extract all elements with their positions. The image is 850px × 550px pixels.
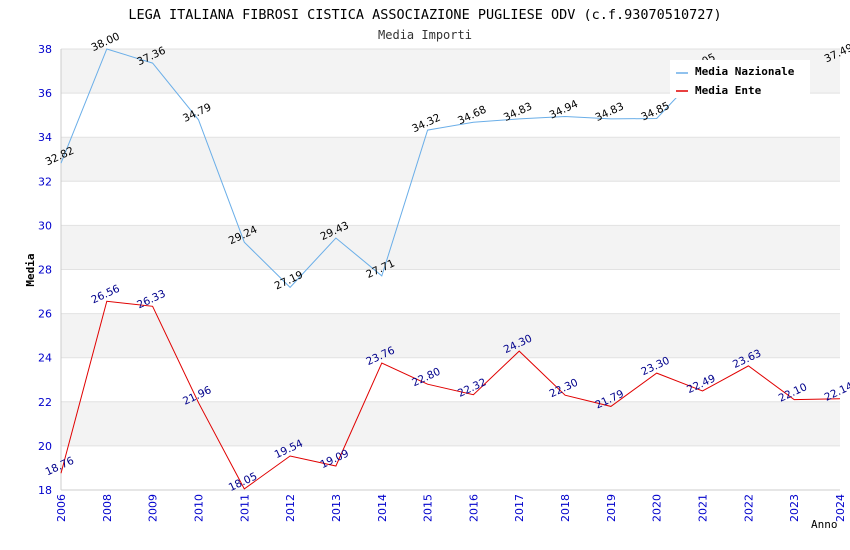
plot-band bbox=[61, 313, 840, 358]
chart-subtitle: Media Importi bbox=[378, 28, 472, 42]
plot-band bbox=[61, 137, 840, 182]
x-tick-label: 2022 bbox=[742, 494, 755, 522]
x-tick-label: 2009 bbox=[147, 494, 160, 522]
legend-label-nazionale: Media Nazionale bbox=[695, 65, 795, 78]
x-tick-label: 2008 bbox=[101, 494, 114, 522]
y-tick-label: 30 bbox=[38, 219, 52, 232]
axes bbox=[60, 49, 840, 491]
plot-background-bands bbox=[61, 49, 840, 490]
y-tick-label: 20 bbox=[38, 440, 52, 453]
y-tick-label: 38 bbox=[38, 43, 52, 56]
x-tick-label: 2023 bbox=[788, 494, 801, 522]
x-tick-label: 2020 bbox=[651, 494, 664, 522]
y-tick-label: 26 bbox=[38, 308, 52, 321]
x-tick-label: 2018 bbox=[559, 494, 572, 522]
x-tick-label: 2021 bbox=[697, 494, 710, 522]
x-axis-label: Anno bbox=[811, 518, 838, 531]
plot-band bbox=[61, 225, 840, 270]
x-tick-label: 2012 bbox=[284, 494, 297, 522]
y-tick-label: 34 bbox=[38, 131, 52, 144]
x-tick-label: 2016 bbox=[467, 494, 480, 522]
plot-band bbox=[61, 445, 840, 490]
y-axis-ticks: 18 20 22 24 26 28 30 32 34 36 38 bbox=[38, 43, 52, 497]
y-tick-label: 28 bbox=[38, 264, 52, 277]
plot-band bbox=[61, 401, 840, 446]
plot-band bbox=[61, 181, 840, 226]
x-tick-label: 2011 bbox=[238, 494, 251, 522]
plot-band bbox=[61, 93, 840, 138]
series-lines bbox=[60, 49, 841, 490]
x-axis-ticks: 2006 2008 2009 2010 2011 2012 2013 2014 2015 2016… bbox=[55, 494, 847, 522]
legend: Media Nazionale Media Ente bbox=[670, 60, 810, 98]
x-tick-label: 2017 bbox=[513, 494, 526, 522]
x-tick-label: 2024 bbox=[834, 494, 847, 522]
series-line-1 bbox=[60, 300, 841, 490]
x-tick-label: 2006 bbox=[55, 494, 68, 522]
y-tick-label: 22 bbox=[38, 396, 52, 409]
y-tick-label: 24 bbox=[38, 352, 52, 365]
x-tick-label: 2014 bbox=[376, 494, 389, 522]
plot-band bbox=[61, 269, 840, 314]
legend-box bbox=[670, 60, 810, 98]
y-tick-label: 36 bbox=[38, 87, 52, 100]
y-tick-label: 18 bbox=[38, 484, 52, 497]
plot-band bbox=[61, 357, 840, 402]
x-tick-label: 2013 bbox=[330, 494, 343, 522]
x-tick-label: 2015 bbox=[422, 494, 435, 522]
x-tick-label: 2019 bbox=[605, 494, 618, 522]
y-axis-label: Media bbox=[24, 253, 37, 286]
legend-label-ente: Media Ente bbox=[695, 84, 762, 97]
x-tick-label: 2010 bbox=[192, 494, 205, 522]
chart-title: LEGA ITALIANA FIBROSI CISTICA ASSOCIAZIO… bbox=[128, 7, 721, 23]
y-tick-label: 32 bbox=[38, 175, 52, 188]
